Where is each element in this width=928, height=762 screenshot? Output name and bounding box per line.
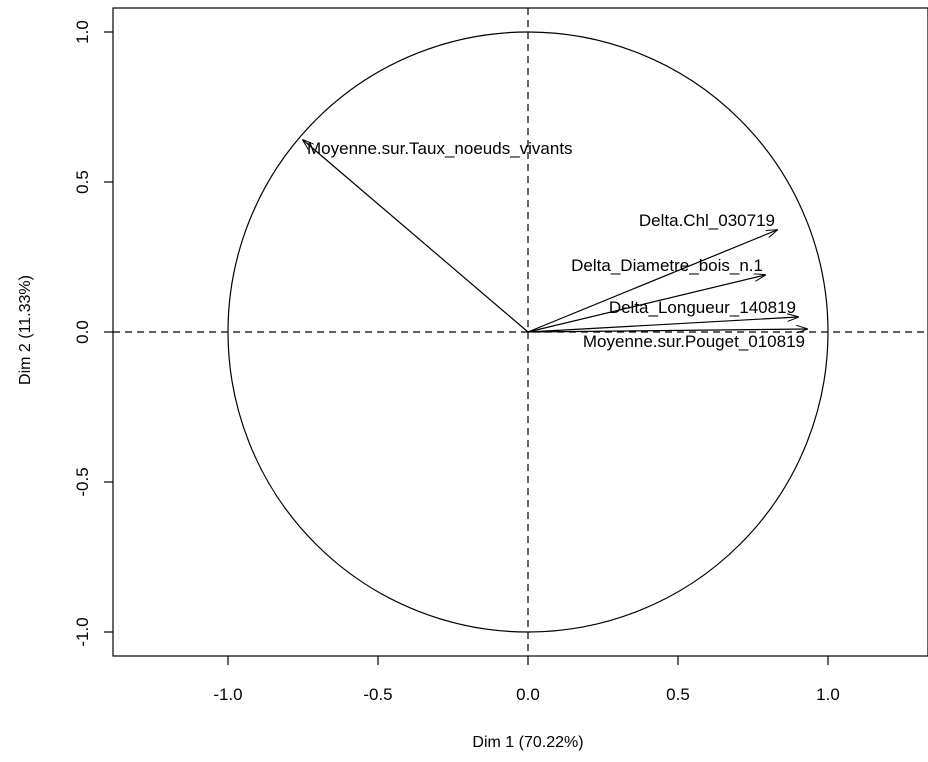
variable-label: Delta_Longueur_140819 (609, 298, 796, 317)
variable-arrow (527, 275, 765, 333)
x-tick-label: -1.0 (213, 685, 242, 704)
variable-arrow (303, 140, 529, 333)
variable-arrow (527, 230, 777, 333)
variable-arrow (527, 317, 798, 333)
variable-arrow (527, 329, 807, 332)
variable-label: Delta.Chl_030719 (639, 211, 775, 230)
variable-label: Delta_Diametre_bois_n.1 (571, 256, 763, 275)
y-tick-label: 0.0 (73, 320, 92, 344)
variable-label: Moyenne.sur.Taux_noeuds_vivants (307, 139, 573, 158)
y-axis-label: Dim 2 (11.33%) (17, 275, 34, 385)
x-tick-label: -0.5 (363, 685, 392, 704)
x-tick-label: 1.0 (816, 685, 840, 704)
y-tick-label: -1.0 (73, 617, 92, 646)
y-tick-label: -0.5 (73, 467, 92, 496)
variable-label: Moyenne.sur.Pouget_010819 (583, 332, 805, 351)
x-axis-label: Dim 1 (70.22%) (472, 734, 583, 751)
plot-area: Moyenne.sur.Taux_noeuds_vivants Delta.Chl… (113, 8, 928, 656)
x-tick-label: 0.0 (516, 685, 540, 704)
x-tick-label: 0.5 (666, 685, 690, 704)
y-tick-label: 0.5 (73, 170, 92, 194)
axes: -1.0 -0.5 0.0 0.5 1.0 -1.0 -0.5 0.0 0.5 1.0 (73, 7, 928, 704)
y-tick-label: 1.0 (73, 20, 92, 44)
